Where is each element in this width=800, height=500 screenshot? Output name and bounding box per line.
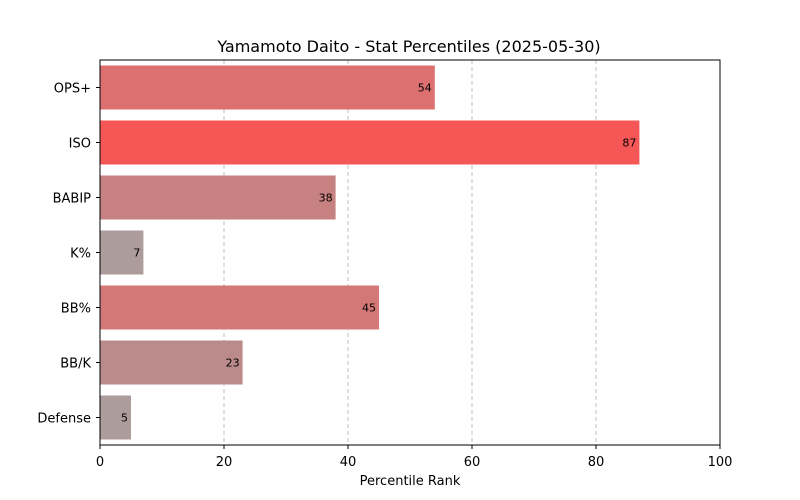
x-tick-label: 20 bbox=[216, 455, 233, 470]
y-tick-label: BB/K bbox=[60, 357, 91, 372]
bar bbox=[100, 285, 379, 330]
y-tick-label: K% bbox=[70, 247, 91, 262]
chart-title: Yamamoto Daito - Stat Percentiles (2025-… bbox=[216, 37, 600, 56]
data-label: 45 bbox=[362, 302, 376, 315]
x-axis-label: Percentile Rank bbox=[360, 474, 461, 489]
bar bbox=[100, 175, 336, 220]
bar bbox=[100, 120, 640, 165]
x-tick-label: 40 bbox=[340, 455, 357, 470]
plot-frame bbox=[99, 59, 721, 446]
y-tick-label: ISO bbox=[69, 137, 91, 152]
bar bbox=[100, 395, 131, 440]
data-label: 5 bbox=[121, 412, 128, 425]
data-label: 87 bbox=[622, 137, 636, 150]
bars: 54 87 38 7 45 23 5 bbox=[100, 65, 640, 440]
y-tick-labels: OPS+ ISO BABIP K% BB% BB/K Defense bbox=[37, 82, 100, 427]
x-tick-label: 60 bbox=[464, 455, 481, 470]
x-tick-label: 0 bbox=[96, 455, 104, 470]
bar bbox=[100, 230, 144, 275]
x-ticks: 0 20 40 60 80 100 bbox=[96, 445, 733, 470]
y-tick-label: BB% bbox=[61, 302, 91, 317]
data-label: 38 bbox=[319, 192, 333, 205]
x-tick-label: 100 bbox=[708, 455, 733, 470]
bar bbox=[100, 340, 243, 385]
y-tick-label: OPS+ bbox=[54, 82, 91, 97]
data-label: 23 bbox=[226, 357, 240, 370]
grid-lines bbox=[223, 60, 597, 445]
x-tick-label: 80 bbox=[588, 455, 605, 470]
data-label: 54 bbox=[418, 82, 432, 95]
y-tick-label: Defense bbox=[37, 412, 91, 427]
y-tick-label: BABIP bbox=[53, 192, 92, 207]
bar bbox=[100, 65, 435, 110]
data-label: 7 bbox=[133, 247, 140, 260]
